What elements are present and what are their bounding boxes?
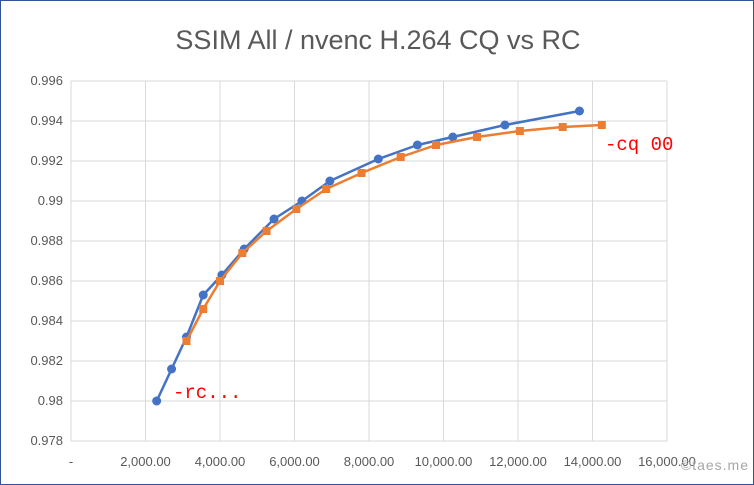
y-tick-label: 0.982 <box>30 353 63 368</box>
data-point-cq <box>182 337 191 345</box>
x-tick-label: 2,000.00 <box>120 454 171 469</box>
chart-title: SSIM All / nvenc H.264 CQ vs RC <box>175 25 580 55</box>
series-layer <box>152 106 606 406</box>
series-line-rc <box>155 109 580 402</box>
data-point-cq <box>216 277 224 285</box>
data-point-rc <box>152 396 162 406</box>
data-point-rc <box>269 214 279 224</box>
y-tick-label: 0.994 <box>30 113 63 128</box>
y-tick-label: 0.988 <box>30 233 63 248</box>
x-tick-label: 14,000.00 <box>564 454 622 469</box>
data-point-rc <box>325 176 335 186</box>
x-tick-label: 10,000.00 <box>415 454 473 469</box>
data-point-rc <box>373 154 383 164</box>
y-tick-label: 0.99 <box>38 193 63 208</box>
data-point-rc <box>448 132 458 142</box>
data-point-cq <box>558 123 567 131</box>
data-point-cq <box>597 121 606 129</box>
data-point-cq <box>322 185 331 193</box>
data-point-cq <box>515 127 524 135</box>
data-point-rc <box>500 120 510 130</box>
rc-annotation: -rc... <box>173 382 241 404</box>
y-tick-label: 0.984 <box>30 313 63 328</box>
y-tick-label: 0.996 <box>30 73 63 88</box>
data-point-cq <box>199 305 208 313</box>
x-tick-label: 12,000.00 <box>489 454 547 469</box>
watermark: ©taes.me <box>681 457 749 473</box>
x-tick-label: 6,000.00 <box>269 454 320 469</box>
data-point-cq <box>432 141 441 149</box>
cq-annotation: -cq 00 <box>605 134 673 156</box>
data-point-cq <box>473 133 482 141</box>
data-point-rc <box>412 140 422 150</box>
data-point-cq <box>292 205 301 213</box>
axis-layer: 0.978 0.98 0.982 0.984 0.986 0.988 0.99 0.992 0.… <box>30 73 695 469</box>
y-tick-label: 0.98 <box>38 393 63 408</box>
data-point-cq <box>357 169 366 177</box>
x-tick-label: 4,000.00 <box>195 454 246 469</box>
x-tick-label: 8,000.00 <box>344 454 395 469</box>
series-line-cq <box>185 123 602 342</box>
data-point-cq <box>238 249 247 257</box>
data-point-rc <box>167 364 177 374</box>
y-tick-label: 0.978 <box>30 433 63 448</box>
y-tick-label: 0.992 <box>30 153 63 168</box>
x-tick-label: 16,000.00 <box>638 454 696 469</box>
data-point-rc <box>198 290 208 300</box>
x-tick-label: - <box>69 454 73 469</box>
data-point-cq <box>396 153 405 161</box>
data-point-rc <box>574 106 584 116</box>
y-tick-label: 0.986 <box>30 273 63 288</box>
grid-layer <box>70 80 668 442</box>
data-point-cq <box>262 227 271 235</box>
